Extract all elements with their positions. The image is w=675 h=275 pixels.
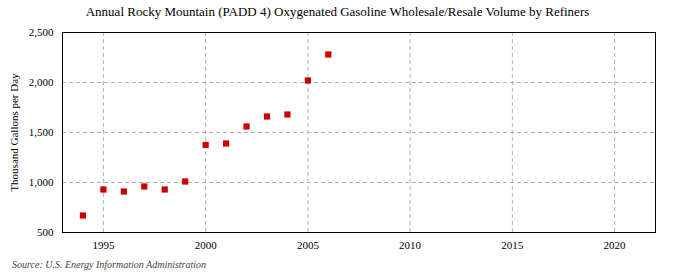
- svg-text:2010: 2010: [399, 239, 422, 251]
- html-text:Source: U.S. Energy Informatio: Source: U.S. Energy Information Administ…: [12, 259, 207, 270]
- svg-text:Thousand Gallons per Day: Thousand Gallons per Day: [8, 73, 20, 192]
- svg-text:2005: 2005: [297, 239, 320, 251]
- svg-text:1995: 1995: [92, 239, 115, 251]
- svg-text:2000: 2000: [195, 239, 218, 251]
- svg-text:2,000: 2,000: [29, 76, 54, 88]
- svg-text:2015: 2015: [501, 239, 524, 251]
- svg-text:2020: 2020: [604, 239, 627, 251]
- svg-text:500: 500: [37, 226, 54, 238]
- svg-text:1,500: 1,500: [29, 126, 54, 138]
- svg-text:1,000: 1,000: [29, 176, 54, 188]
- html-text:Annual Rocky Mountain (PADD 4): Annual Rocky Mountain (PADD 4) Oxygenate…: [85, 4, 590, 19]
- svg-text:2,500: 2,500: [29, 26, 54, 38]
